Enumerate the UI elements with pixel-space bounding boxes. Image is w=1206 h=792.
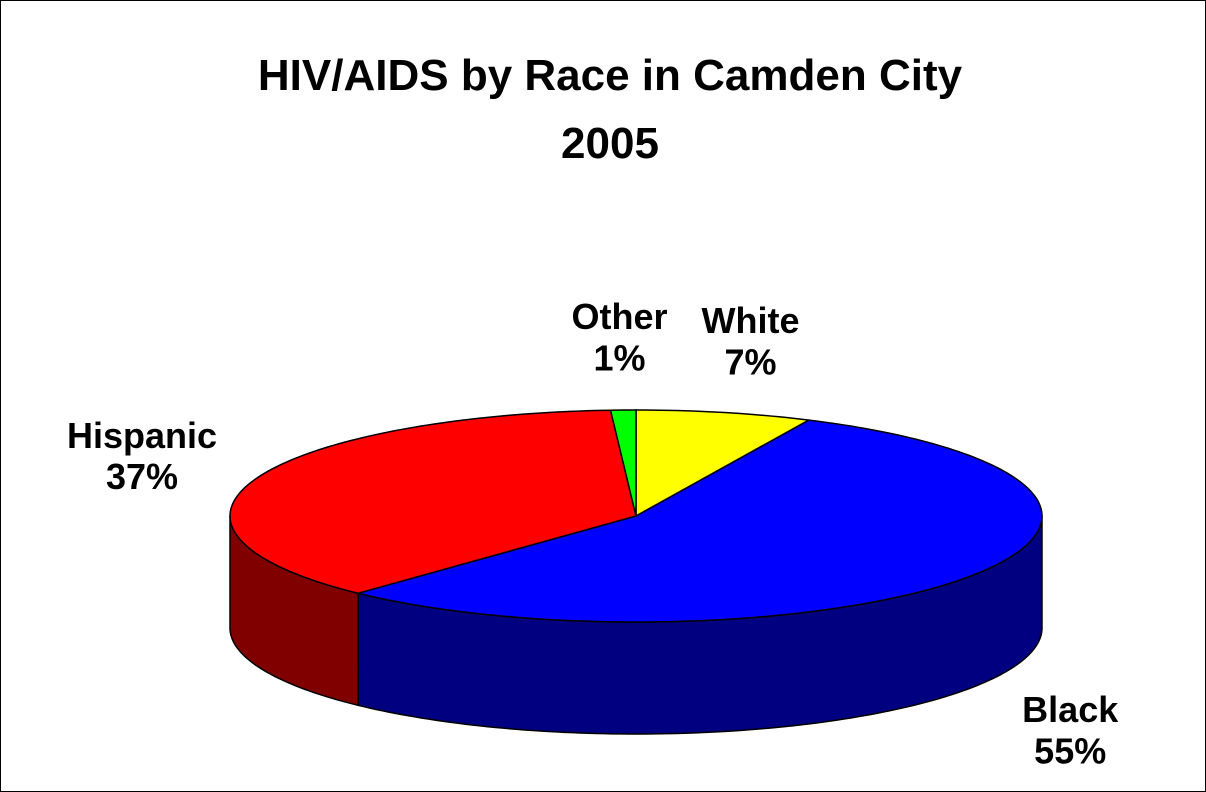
label-category: White — [702, 300, 800, 341]
slice — [229, 409, 637, 595]
chart-subtitle: 2005 — [561, 119, 659, 168]
data-label: White 7% — [702, 300, 800, 382]
label-category: Black — [1022, 689, 1119, 730]
label-value: 1% — [593, 337, 645, 378]
slice — [635, 409, 812, 518]
chart-title: HIV/AIDS by Race in Camden City — [258, 51, 963, 100]
label-value: 7% — [725, 342, 777, 383]
slice — [609, 409, 637, 517]
slice — [355, 419, 1043, 623]
data-label: Hispanic 37% — [67, 415, 217, 497]
label-value: 55% — [1034, 730, 1106, 771]
data-label: Black 55% — [1022, 689, 1119, 771]
label-value: 37% — [106, 456, 178, 497]
data-label: Other 1% — [572, 296, 668, 378]
label-category: Other — [572, 296, 668, 337]
label-category: Hispanic — [67, 415, 217, 456]
